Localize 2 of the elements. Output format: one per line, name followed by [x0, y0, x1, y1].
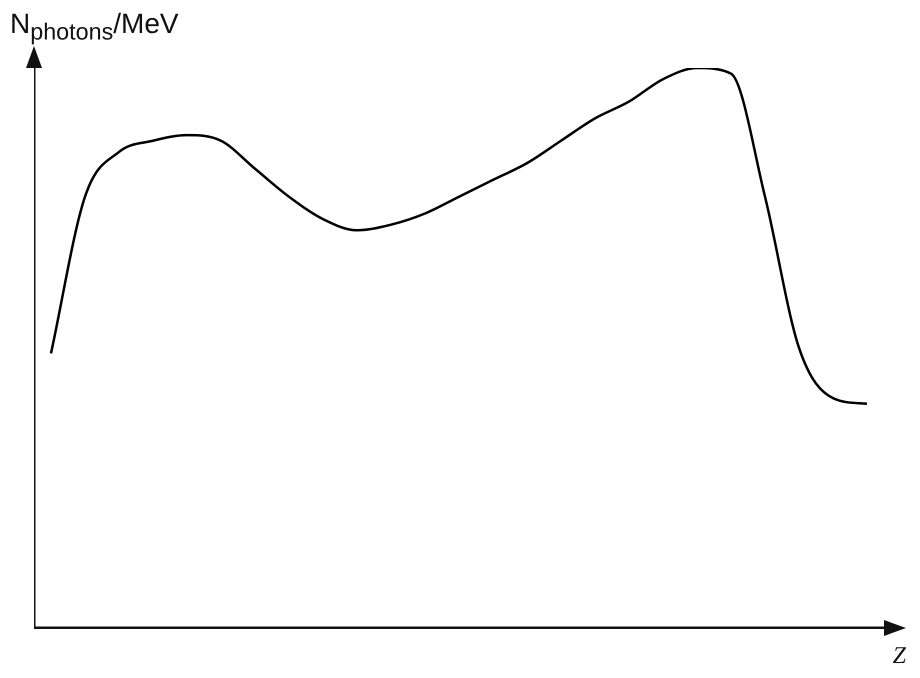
x-axis-title: Z [892, 643, 906, 670]
y-axis-title: N$_{photons}$/MeV [10, 8, 179, 46]
